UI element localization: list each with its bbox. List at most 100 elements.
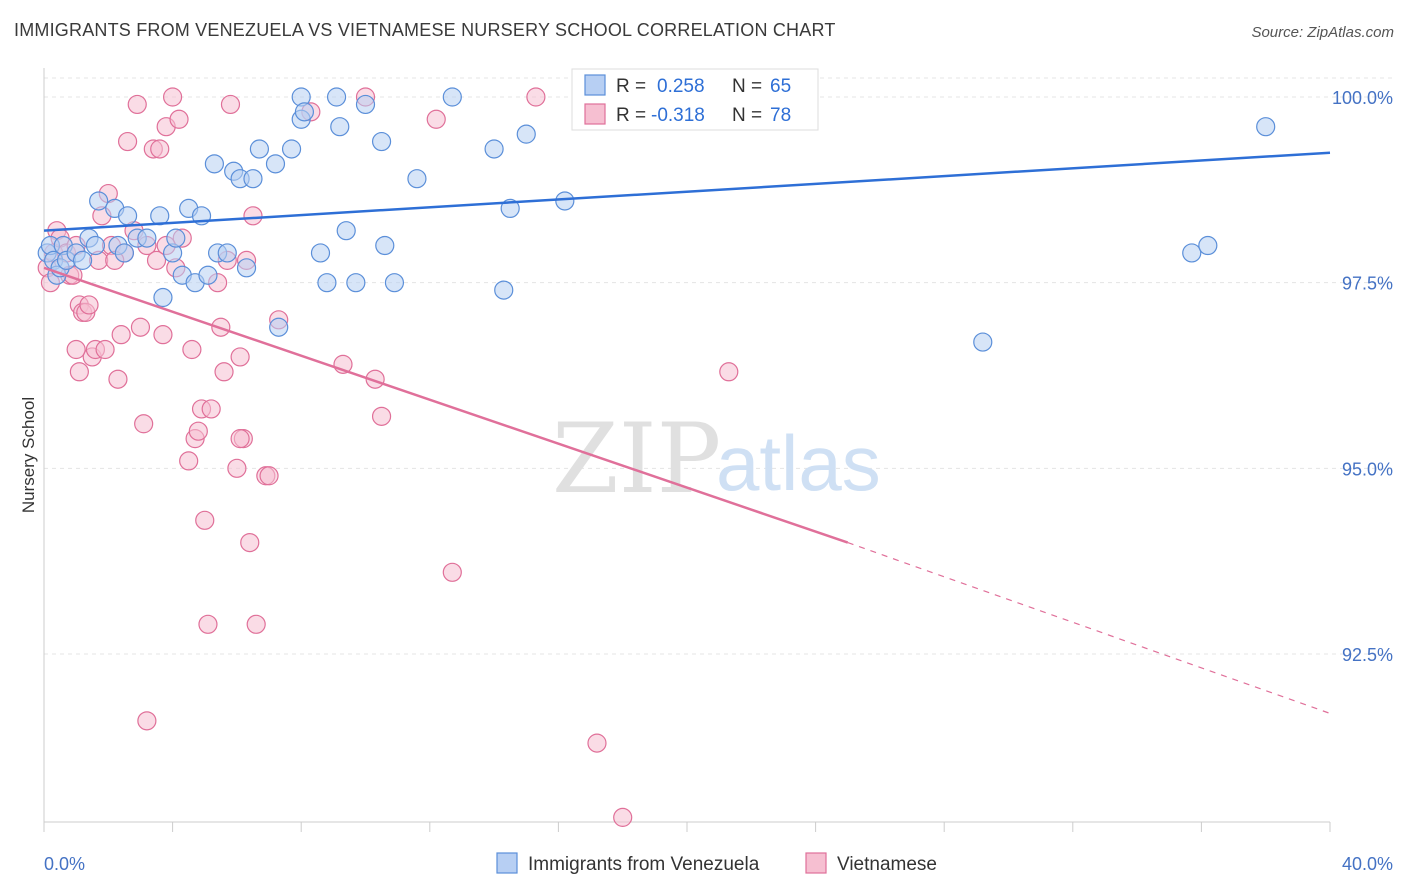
point-venezuela-11 bbox=[89, 191, 109, 211]
legend-blue-swatch bbox=[496, 852, 518, 874]
point-venezuela-34 bbox=[249, 139, 270, 159]
point-vietnamese-24 bbox=[117, 131, 138, 152]
point-vietnamese-30 bbox=[137, 711, 157, 731]
legend-pink-label: Vietnamese bbox=[837, 854, 937, 875]
stats-blue-n-label: N = bbox=[732, 76, 762, 97]
point-venezuela-33 bbox=[243, 169, 263, 189]
x-tick-labels: 0.0% 40.0% bbox=[44, 854, 1393, 874]
grid bbox=[44, 77, 1394, 655]
point-venezuela-40 bbox=[294, 102, 315, 122]
point-vietnamese-33 bbox=[150, 139, 170, 159]
point-vietnamese-11 bbox=[69, 362, 89, 382]
trend-lines bbox=[43, 151, 1331, 714]
point-vietnamese-13 bbox=[79, 295, 99, 315]
point-vietnamese-61 bbox=[259, 466, 279, 486]
point-venezuela-47 bbox=[355, 94, 376, 115]
point-venezuela-54 bbox=[494, 280, 514, 300]
point-venezuela-19 bbox=[153, 287, 173, 308]
point-vietnamese-68 bbox=[426, 109, 446, 129]
stats-blue-r-value: 0.258 bbox=[657, 76, 705, 97]
point-vietnamese-73 bbox=[719, 362, 739, 382]
point-vietnamese-69 bbox=[442, 562, 462, 582]
point-vietnamese-40 bbox=[179, 451, 199, 471]
point-vietnamese-22 bbox=[111, 325, 131, 345]
point-venezuela-57 bbox=[555, 191, 575, 211]
point-venezuela-63 bbox=[1198, 235, 1218, 256]
point-vietnamese-43 bbox=[188, 421, 208, 441]
watermark: ZIP atlas bbox=[552, 403, 881, 515]
stats-pink-swatch bbox=[584, 103, 606, 125]
trend-line-venezuela bbox=[43, 151, 1331, 232]
stats-box: R = 0.258 N = 65 R = -0.318 N = 78 bbox=[571, 68, 819, 131]
point-vietnamese-77 bbox=[230, 429, 250, 449]
point-venezuela-45 bbox=[336, 221, 356, 241]
y-axis-label: Nursery School bbox=[19, 397, 38, 513]
point-venezuela-27 bbox=[204, 154, 224, 174]
stats-blue-swatch bbox=[584, 74, 606, 96]
point-venezuela-43 bbox=[326, 87, 347, 107]
y-tick-label-3: 100.0% bbox=[1332, 88, 1393, 108]
point-vietnamese-54 bbox=[230, 347, 250, 367]
point-vietnamese-50 bbox=[214, 362, 234, 382]
point-venezuela-14 bbox=[114, 243, 134, 263]
trend-line-vietnamese-extension bbox=[847, 542, 1331, 714]
series-venezuela bbox=[37, 87, 1276, 352]
axes bbox=[43, 68, 1331, 832]
point-venezuela-29 bbox=[217, 243, 237, 263]
point-vietnamese-38 bbox=[169, 109, 189, 129]
point-vietnamese-57 bbox=[240, 532, 260, 553]
point-vietnamese-45 bbox=[195, 510, 215, 530]
trend-line-vietnamese bbox=[43, 266, 849, 544]
point-venezuela-44 bbox=[330, 117, 350, 137]
point-vietnamese-52 bbox=[220, 94, 241, 115]
point-venezuela-52 bbox=[442, 87, 462, 107]
point-venezuela-17 bbox=[137, 228, 157, 248]
watermark-zip: ZIP bbox=[552, 403, 721, 515]
point-venezuela-64 bbox=[1256, 117, 1276, 137]
point-venezuela-15 bbox=[117, 206, 138, 226]
point-vietnamese-18 bbox=[95, 339, 115, 360]
stats-blue-r-label: R = bbox=[616, 76, 646, 97]
stats-pink-r-value: -0.318 bbox=[651, 105, 705, 126]
y-tick-labels: 92.5% 95.0% 97.5% 100.0% bbox=[1332, 88, 1393, 665]
point-venezuela-37 bbox=[281, 139, 302, 159]
point-venezuela-48 bbox=[371, 131, 392, 152]
y-tick-label-1: 95.0% bbox=[1342, 459, 1393, 479]
point-vietnamese-34 bbox=[153, 325, 173, 345]
point-venezuela-35 bbox=[265, 154, 286, 174]
point-venezuela-50 bbox=[384, 273, 405, 293]
point-vietnamese-47 bbox=[201, 399, 221, 419]
point-vietnamese-67 bbox=[371, 406, 392, 426]
point-venezuela-26 bbox=[198, 265, 218, 285]
point-vietnamese-46 bbox=[198, 614, 218, 634]
source-label: Source: ZipAtlas.com bbox=[1251, 24, 1394, 41]
point-venezuela-49 bbox=[375, 235, 395, 256]
chart-title: IMMIGRANTS FROM VENEZUELA VS VIETNAMESE … bbox=[14, 20, 836, 40]
point-venezuela-51 bbox=[407, 169, 427, 189]
point-vietnamese-53 bbox=[227, 458, 247, 478]
point-vietnamese-58 bbox=[243, 206, 263, 226]
x-tick-label-1: 40.0% bbox=[1342, 854, 1393, 874]
y-tick-label-0: 92.5% bbox=[1342, 645, 1393, 665]
point-vietnamese-70 bbox=[526, 87, 546, 107]
point-venezuela-41 bbox=[310, 243, 331, 263]
point-venezuela-32 bbox=[236, 258, 257, 278]
point-venezuela-46 bbox=[346, 273, 366, 293]
legend: Immigrants from Venezuela Vietnamese bbox=[496, 852, 937, 875]
legend-pink-swatch bbox=[805, 852, 827, 874]
point-vietnamese-71 bbox=[587, 733, 607, 753]
point-vietnamese-32 bbox=[146, 250, 167, 270]
stats-pink-n-value: 78 bbox=[770, 105, 791, 126]
point-vietnamese-41 bbox=[182, 339, 202, 360]
point-venezuela-21 bbox=[166, 228, 186, 248]
point-venezuela-53 bbox=[484, 139, 504, 159]
point-vietnamese-72 bbox=[613, 807, 633, 827]
x-tick-label-0: 0.0% bbox=[44, 854, 85, 874]
watermark-atlas: atlas bbox=[716, 419, 881, 507]
point-venezuela-10 bbox=[85, 235, 106, 256]
stats-pink-n-label: N = bbox=[732, 105, 762, 126]
point-venezuela-8 bbox=[72, 250, 93, 270]
point-vietnamese-36 bbox=[163, 87, 183, 107]
point-venezuela-61 bbox=[973, 332, 993, 352]
